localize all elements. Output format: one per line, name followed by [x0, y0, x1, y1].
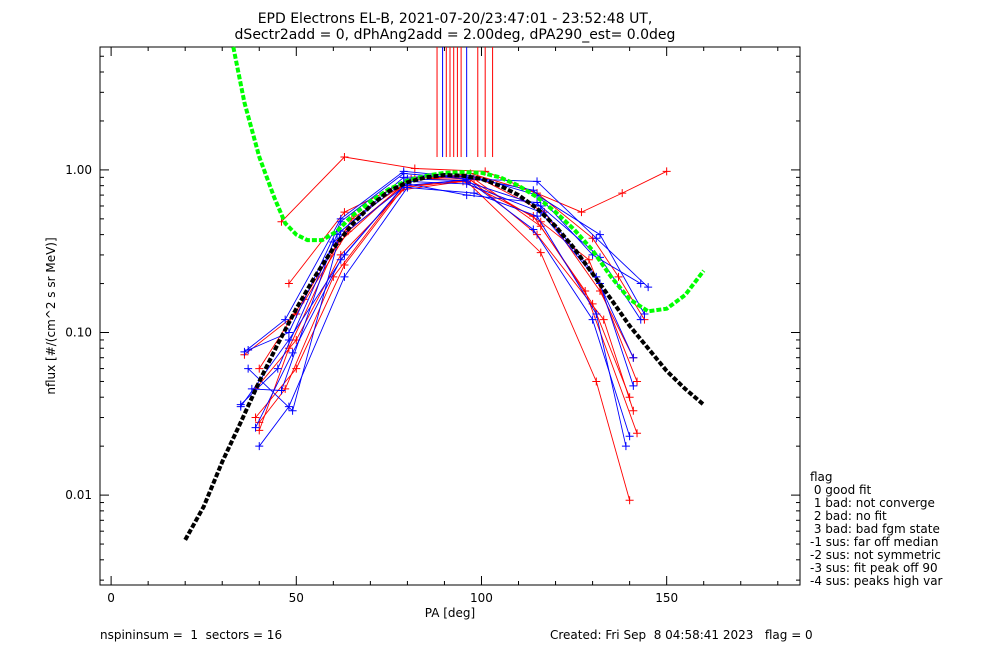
data-point-marker: [536, 248, 545, 257]
series-line: [255, 179, 631, 437]
data-point-marker: [288, 406, 297, 415]
x-tick-label: 50: [289, 591, 304, 605]
legend-item: -1 sus: far off median: [810, 535, 938, 549]
data-point-marker: [633, 429, 642, 438]
data-point-marker: [340, 208, 349, 217]
data-point-marker: [633, 377, 642, 386]
data-point-marker: [462, 191, 471, 200]
data-point-marker: [255, 364, 264, 373]
legend-item: 1 bad: not converge: [810, 496, 935, 510]
data-point-marker: [584, 255, 593, 264]
data-point-marker: [236, 402, 245, 411]
data-point-marker: [592, 377, 601, 386]
data-point-marker: [284, 344, 293, 353]
data-point-marker: [458, 176, 467, 185]
data-point-marker: [336, 217, 345, 226]
data-point-marker: [636, 279, 645, 288]
legend-item: 3 bad: bad fgm state: [810, 522, 940, 536]
footer-left: nspininsum = 1 sectors = 16: [100, 628, 282, 642]
data-point-marker: [281, 315, 290, 324]
data-point-marker: [588, 315, 597, 324]
data-point-marker: [273, 364, 282, 373]
black-fit-curve: [183, 172, 705, 541]
legend: flag 0 good fit 1 bad: not converge 2 ba…: [810, 470, 943, 588]
series-line: [258, 180, 638, 434]
series-line: [288, 173, 645, 320]
data-point-marker: [251, 413, 260, 422]
data-point-marker: [629, 353, 638, 362]
data-point-marker: [244, 346, 253, 355]
data-point-marker: [533, 212, 542, 221]
vertical-markers: [436, 47, 494, 158]
x-tick-label: 0: [107, 591, 115, 605]
data-point-marker: [288, 348, 297, 357]
data-point-marker: [536, 201, 545, 210]
footer-right: Created: Fri Sep 8 04:58:41 2023 flag = …: [550, 628, 813, 642]
series-line: [255, 179, 634, 418]
data-point-marker: [247, 384, 256, 393]
data-point-marker: [277, 386, 286, 395]
data-point-marker: [533, 177, 542, 186]
data-point-marker: [618, 189, 627, 198]
legend-item: 2 bad: no fit: [810, 509, 887, 523]
data-point-marker: [577, 208, 586, 217]
data-point-marker: [629, 381, 638, 390]
y-tick-label: 1.00: [65, 163, 92, 177]
series-line: [258, 175, 638, 431]
data-point-marker: [592, 234, 601, 243]
x-tick-label: 150: [655, 591, 678, 605]
data-point-marker: [629, 406, 638, 415]
data-point-marker: [644, 283, 653, 292]
y-tick-label: 0.10: [65, 326, 92, 340]
data-point-marker: [592, 309, 601, 318]
data-point-marker: [399, 173, 408, 182]
data-series: [236, 153, 671, 505]
data-point-marker: [662, 167, 671, 176]
chart-title: EPD Electrons EL-B, 2021-07-20/23:47:01 …: [258, 11, 653, 27]
legend-item: -4 sus: peaks high var: [810, 574, 943, 588]
data-point-marker: [410, 164, 419, 173]
legend-title: flag: [810, 470, 833, 484]
x-tick-label: 100: [470, 591, 493, 605]
data-point-marker: [625, 496, 634, 505]
data-point-marker: [284, 328, 293, 337]
data-point-marker: [329, 238, 338, 247]
data-point-marker: [462, 175, 471, 184]
chart-subtitle: dSectr2add = 0, dPhAng2add = 2.00deg, dP…: [235, 27, 676, 43]
x-axis-label: PA [deg]: [425, 606, 475, 620]
data-point-marker: [244, 364, 253, 373]
y-axis-label: nflux [#/(cm^2 s sr MeV)]: [44, 237, 58, 394]
data-point-marker: [284, 335, 293, 344]
data-point-marker: [284, 279, 293, 288]
data-point-marker: [240, 347, 249, 356]
data-point-marker: [599, 315, 608, 324]
model-curves: [183, 46, 706, 541]
data-point-marker: [596, 230, 604, 239]
axis-ticks: 0 50 100 150 0.01 0.10 1.00: [65, 47, 800, 605]
data-point-marker: [340, 153, 349, 162]
data-point-marker: [340, 272, 349, 281]
y-tick-label: 0.01: [65, 488, 92, 502]
data-point-marker: [284, 402, 293, 411]
data-point-marker: [336, 255, 345, 264]
legend-item: -2 sus: not symmetric: [810, 548, 941, 562]
data-point-marker: [529, 225, 538, 234]
data-point-marker: [636, 315, 645, 324]
data-point-marker: [251, 423, 260, 432]
data-point-marker: [625, 432, 634, 441]
data-point-marker: [614, 272, 623, 281]
data-point-marker: [621, 442, 630, 451]
legend-item: -3 sus: fit peak off 90: [810, 561, 938, 575]
legend-item: 0 good fit: [810, 483, 872, 497]
data-point-marker: [255, 442, 264, 451]
